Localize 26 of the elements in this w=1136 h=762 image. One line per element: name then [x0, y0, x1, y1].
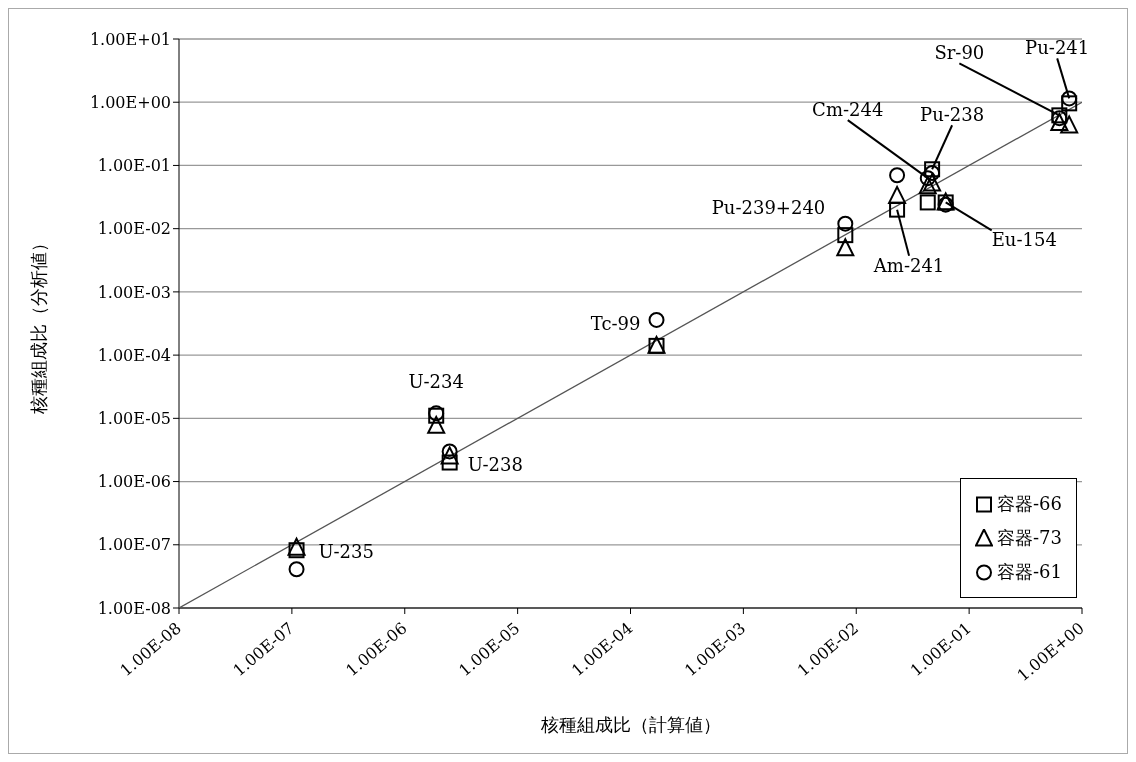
annotation: Eu-154 — [991, 229, 1057, 251]
annotation: Pu-238 — [920, 104, 985, 126]
y-tick-label: 1.00E-01 — [97, 156, 171, 176]
y-axis-title: 核種組成比（分析値） — [28, 233, 50, 415]
annotation: Sr-90 — [934, 42, 985, 64]
annotation: Tc-99 — [590, 312, 641, 334]
y-tick-label: 1.00E-02 — [97, 219, 171, 239]
y-tick-label: 1.00E+01 — [89, 29, 171, 49]
annotation: Pu-241 — [1025, 37, 1090, 59]
y-tick-label: 1.00E-05 — [97, 409, 171, 429]
annotation: U-234 — [408, 370, 464, 392]
legend-label: 容器-73 — [997, 526, 1062, 550]
y-tick-label: 1.00E+00 — [89, 92, 171, 112]
annotation: Cm-244 — [812, 99, 884, 121]
legend-label: 容器-61 — [997, 560, 1062, 584]
y-tick-label: 1.00E-04 — [97, 345, 171, 365]
y-tick-label: 1.00E-03 — [97, 282, 171, 302]
x-axis-title: 核種組成比（計算値） — [539, 714, 721, 735]
y-tick-label: 1.00E-07 — [97, 535, 171, 555]
annotation: U-238 — [467, 453, 523, 475]
legend-label: 容器-66 — [997, 492, 1062, 516]
annotation: U-235 — [318, 541, 374, 563]
y-tick-label: 1.00E-08 — [97, 598, 171, 618]
y-tick-label: 1.00E-06 — [97, 472, 171, 492]
annotation: Am-241 — [872, 254, 945, 276]
annotation: Pu-239+240 — [711, 196, 826, 218]
